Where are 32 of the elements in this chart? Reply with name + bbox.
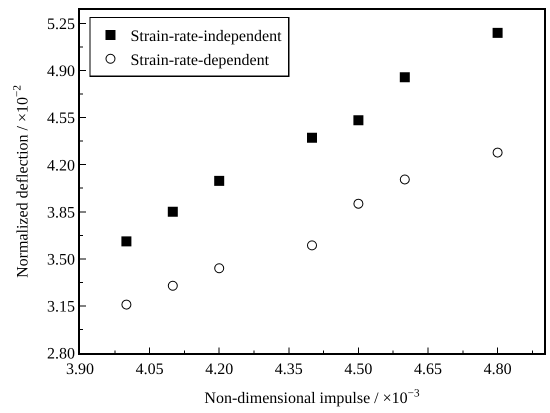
point bbox=[214, 176, 224, 186]
x-tick-label: 4.50 bbox=[344, 360, 372, 378]
x-tick-label: 4.05 bbox=[136, 360, 164, 378]
y-tick-label: 3.85 bbox=[47, 204, 76, 222]
point bbox=[168, 280, 178, 291]
x-tick-label: 4.20 bbox=[205, 360, 234, 378]
point bbox=[214, 263, 224, 274]
y-tick-label: 4.20 bbox=[47, 157, 76, 174]
x-axis-title: Non-dimensional impulse / ×10$^{−3}$ bbox=[204, 387, 420, 408]
point bbox=[353, 115, 364, 126]
point bbox=[400, 72, 410, 82]
y-tick-label: 3.50 bbox=[47, 251, 76, 268]
point bbox=[307, 240, 317, 250]
point bbox=[353, 198, 364, 209]
y-tick-label: 2.80 bbox=[47, 346, 76, 363]
x-tick-label: 4.65 bbox=[414, 360, 442, 378]
point bbox=[121, 236, 132, 246]
legend-label: Strain-rate-dependent bbox=[130, 52, 270, 69]
x-tick-label: 4.35 bbox=[274, 360, 303, 378]
point bbox=[400, 174, 410, 184]
x-tick-label: 4.80 bbox=[484, 360, 512, 378]
y-tick-label: 4.90 bbox=[47, 63, 76, 80]
y-tick-label: 4.55 bbox=[47, 110, 76, 128]
point bbox=[168, 206, 178, 217]
y-tick-label: 5.25 bbox=[47, 16, 76, 34]
point bbox=[307, 132, 317, 143]
x-tick-label: 3.90 bbox=[66, 360, 94, 378]
legend-label: Strain-rate-independent bbox=[130, 28, 282, 46]
y-tick-label: 3.15 bbox=[47, 298, 76, 316]
point bbox=[121, 300, 132, 310]
point bbox=[492, 148, 503, 158]
point bbox=[492, 28, 503, 38]
